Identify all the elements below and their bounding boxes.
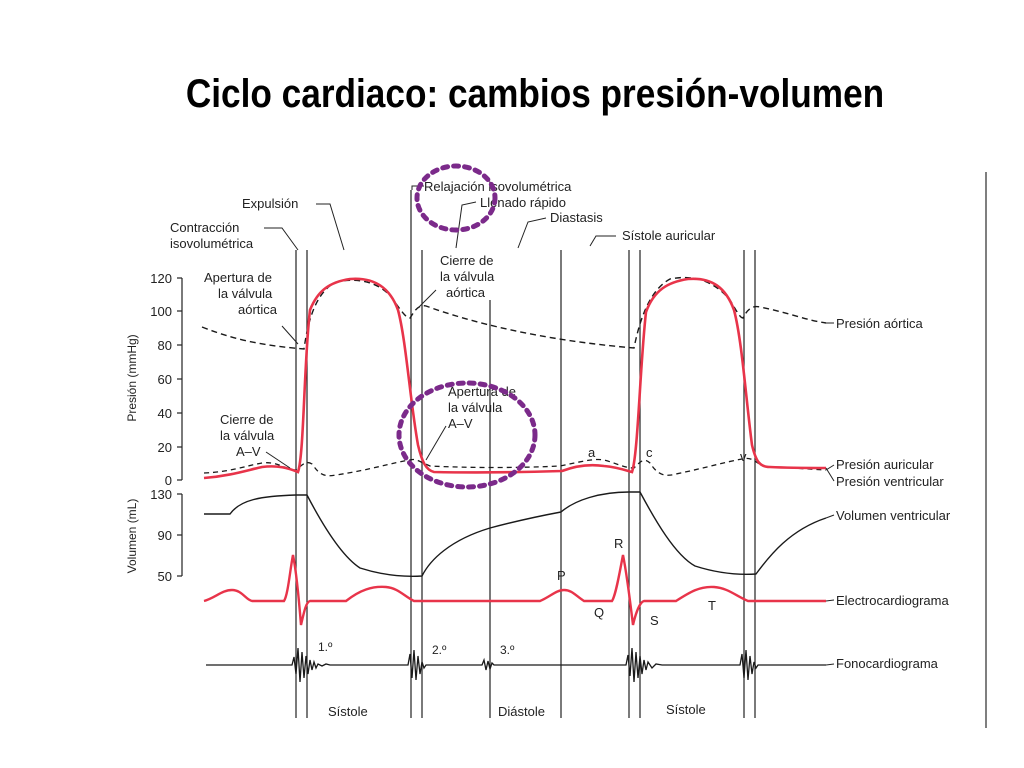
label-ecg: Electrocardiograma — [836, 593, 949, 608]
volume-tick-90: 90 — [158, 528, 172, 543]
svg-text:aórtica: aórtica — [446, 285, 486, 300]
ecg-trace — [203, 554, 826, 626]
highlight-apertura-av-circle — [396, 380, 538, 490]
svg-text:Cierre de: Cierre de — [440, 253, 493, 268]
svg-text:aórtica: aórtica — [238, 302, 278, 317]
label-expulsion: Expulsión — [242, 196, 298, 211]
top-phase-leaders — [264, 185, 616, 251]
pressure-tick-120: 120 — [150, 271, 172, 286]
pressure-tick-0: 0 — [165, 473, 172, 488]
label-contraccion-1: Contracción — [170, 220, 239, 235]
pressure-tick-labels: 120 100 80 60 40 20 0 — [150, 271, 172, 488]
aortic-pressure-trace — [201, 276, 827, 350]
label-ventricular-volume: Volumen ventricular — [836, 508, 951, 523]
phonocardiogram-trace — [206, 647, 826, 683]
svg-text:Apertura de: Apertura de — [204, 270, 272, 285]
volume-axis-title: Volumen (mL) — [125, 499, 139, 574]
bottom-label-systole-1: Sístole — [328, 704, 368, 719]
highlight-relajacion-circle — [414, 163, 498, 233]
label-phonocardiogram: Fonocardiograma — [836, 656, 939, 671]
atrial-pressure-trace — [203, 457, 827, 477]
pressure-axis — [177, 277, 183, 481]
label-relajacion: Relajación isovolumétrica — [424, 179, 572, 194]
svg-text:Cierre de: Cierre de — [220, 412, 273, 427]
label-contraccion-2: isovolumétrica — [170, 236, 254, 251]
volume-axis — [177, 493, 183, 577]
volume-tick-labels: 130 90 50 — [150, 487, 172, 584]
svg-text:la válvula: la válvula — [220, 428, 275, 443]
pressure-axis-title: Presión (mmHg) — [125, 334, 139, 421]
volume-tick-50: 50 — [158, 569, 172, 584]
label-diastasis: Diastasis — [550, 210, 603, 225]
ecg-q-label: Q — [594, 605, 604, 620]
heart-sound-2-label: 2.º — [432, 643, 447, 657]
svg-text:la válvula: la válvula — [218, 286, 273, 301]
annotation-cierre-aortica: Cierre de la válvula aórtica — [417, 253, 495, 309]
label-sistole-auricular: Sístole auricular — [622, 228, 716, 243]
pressure-tick-80: 80 — [158, 338, 172, 353]
label-ventricular-pressure: Presión ventricular — [836, 474, 944, 489]
ecg-t-label: T — [708, 598, 716, 613]
annotation-apertura-aortica: Apertura de la válvula aórtica — [204, 270, 299, 345]
ventricular-pressure-trace — [203, 277, 827, 480]
svg-text:A–V: A–V — [236, 444, 261, 459]
ecg-r-label: R — [614, 536, 623, 551]
label-aortic-pressure: Presión aórtica — [836, 316, 923, 331]
ventricular-volume-trace — [204, 491, 827, 577]
pressure-tick-40: 40 — [158, 406, 172, 421]
pressure-tick-60: 60 — [158, 372, 172, 387]
svg-text:la válvula: la válvula — [448, 400, 503, 415]
bottom-label-diastole: Diástole — [498, 704, 545, 719]
phase-divider-lines — [295, 190, 756, 718]
bottom-label-systole-2: Sístole — [666, 702, 706, 717]
trace-leader-lines — [825, 322, 835, 666]
wave-c-label: c — [646, 445, 653, 460]
slide-title: Ciclo cardiaco: cambios presión-volumen — [185, 72, 885, 116]
svg-text:A–V: A–V — [448, 416, 473, 431]
heart-sound-3-label: 3.º — [500, 643, 515, 657]
annotation-apertura-av: Apertura de la válvula A–V — [425, 384, 516, 461]
svg-text:la válvula: la válvula — [440, 269, 495, 284]
pressure-tick-100: 100 — [150, 304, 172, 319]
annotation-cierre-av: Cierre de la válvula A–V — [220, 412, 291, 469]
wave-a-label: a — [588, 445, 596, 460]
svg-text:Apertura de: Apertura de — [448, 384, 516, 399]
pressure-tick-20: 20 — [158, 440, 172, 455]
ecg-s-label: S — [650, 613, 659, 628]
volume-tick-130: 130 — [150, 487, 172, 502]
heart-sound-1-label: 1.º — [318, 640, 333, 654]
wave-v-label: v — [740, 449, 747, 464]
label-atrial-pressure: Presión auricular — [836, 457, 934, 472]
ecg-p-label: P — [557, 568, 566, 583]
label-llenado: Llenado rápido — [480, 195, 566, 210]
